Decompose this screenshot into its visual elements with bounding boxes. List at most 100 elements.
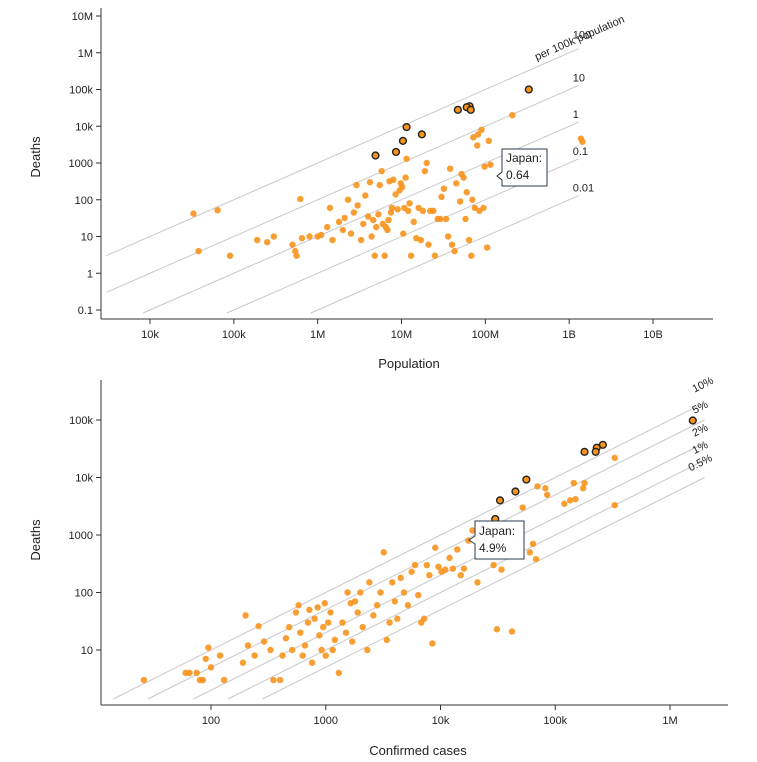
data-point [322,652,329,659]
reference-line-label: 10% [691,375,716,396]
highlighted-data-point [580,447,589,456]
data-point [380,549,387,556]
data-point [406,200,413,207]
highlighted-data-point [495,496,505,505]
data-point [244,642,252,649]
reference-lines-top [105,48,579,314]
data-point [471,204,479,212]
data-point [534,483,541,490]
y-tick-label: 1000 [69,158,93,170]
data-point [611,454,618,462]
reference-lines-bottom [112,402,705,700]
data-point [317,231,325,239]
data-point [375,211,382,218]
x-tick-label: 100M [472,329,500,341]
data-point [306,606,313,614]
y-tick-label: 10M [72,11,93,23]
highlighted-data-point [453,105,462,114]
data-point [308,659,316,666]
data-point [276,676,284,684]
data-point [485,137,493,145]
scatter-points-top [190,85,586,259]
data-point [446,165,454,172]
data-point [490,561,497,569]
data-point [526,549,533,556]
data-point [339,226,347,234]
data-point [373,602,381,609]
data-point [254,236,261,244]
data-point [199,676,207,684]
data-point [431,252,439,259]
data-point [509,111,516,119]
x-tick-label: 1M [310,329,325,341]
callout-box-top [496,148,548,187]
reference-line [193,442,705,700]
data-point [297,195,304,203]
callout-label-top: Japan: [506,151,542,165]
y-tick-label: 100k [69,415,93,427]
data-point [440,185,448,192]
data-point [425,241,432,248]
data-point [267,646,274,654]
data-point [357,589,364,596]
labels-bottom: 10%5%2%1%0.5% [687,375,716,474]
highlighted-data-point [522,475,531,484]
x-tick-label: 1B [562,329,575,341]
data-point [311,615,318,622]
data-point [366,579,373,586]
data-point [410,218,417,226]
data-point [481,163,488,170]
reference-line-label: 100 [573,30,591,42]
data-point [469,196,476,203]
y-tick-label: 10 [81,645,93,657]
x-axis-title-bottom: Confirmed cases [369,743,467,758]
data-point [448,241,456,248]
data-point [226,252,234,259]
callout-value-bottom: 4.9% [479,541,507,555]
scatter-points-bottom [140,416,697,684]
data-point [335,669,343,677]
data-point [404,602,412,609]
reference-line-label: 0.1 [573,146,588,158]
highlighted-data-point [402,122,411,132]
data-point [483,244,491,251]
y-tick-label: 1 [87,268,93,280]
data-point [251,652,258,659]
data-point [456,198,464,205]
data-point [532,555,540,563]
axes-top: 10k 100k 1M 10M 100M 1B 10B0.1110100100010k100… [69,8,713,341]
x-axis-title-top: Population [378,356,439,371]
data-point [329,646,336,654]
y-tick-label: 100 [75,195,93,207]
y-tick-label: 100k [69,85,93,97]
data-point [368,233,375,240]
data-point [366,179,374,186]
data-point [304,619,312,626]
data-point [359,623,366,631]
axes-bottom: 100 1000 10k 100k 1M 10 100 1000 10k 100k [69,380,728,727]
data-point [263,238,271,246]
data-point [370,612,377,619]
data-point [326,204,334,212]
data-point [572,495,579,503]
y-tick-label: 10 [81,232,93,244]
data-point [468,252,475,259]
population-deaths-chart: 10k 100k 1M 10M 100M 1B 10B0.1110100100010k100… [28,8,713,371]
data-point [388,204,396,212]
data-point [415,591,422,599]
data-point [216,652,224,659]
data-point [329,236,336,244]
data-point [519,504,526,511]
data-point [195,247,202,255]
data-point [493,626,501,633]
data-point [460,174,467,181]
data-point [298,234,306,242]
data-point [377,589,384,596]
data-point [454,546,461,553]
data-point [480,204,487,212]
data-point [421,167,429,175]
data-point [384,226,391,234]
data-point [419,207,427,215]
data-point [508,628,516,635]
data-point [442,215,450,223]
